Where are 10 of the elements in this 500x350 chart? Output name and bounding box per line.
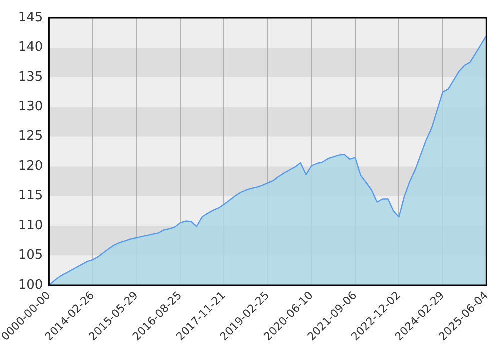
y-tick-label: 125 <box>18 129 44 144</box>
y-tick-label: 110 <box>18 218 44 234</box>
y-tick-label: 120 <box>18 158 44 174</box>
y-tick-label: 140 <box>18 40 44 56</box>
y-tick-label: 100 <box>18 278 44 293</box>
y-tick-label: 145 <box>18 10 44 26</box>
y-tick-label: 105 <box>18 248 44 264</box>
y-tick-label: 135 <box>18 70 44 85</box>
y-tick-label: 130 <box>18 100 44 115</box>
y-tick-label: 115 <box>18 188 44 204</box>
